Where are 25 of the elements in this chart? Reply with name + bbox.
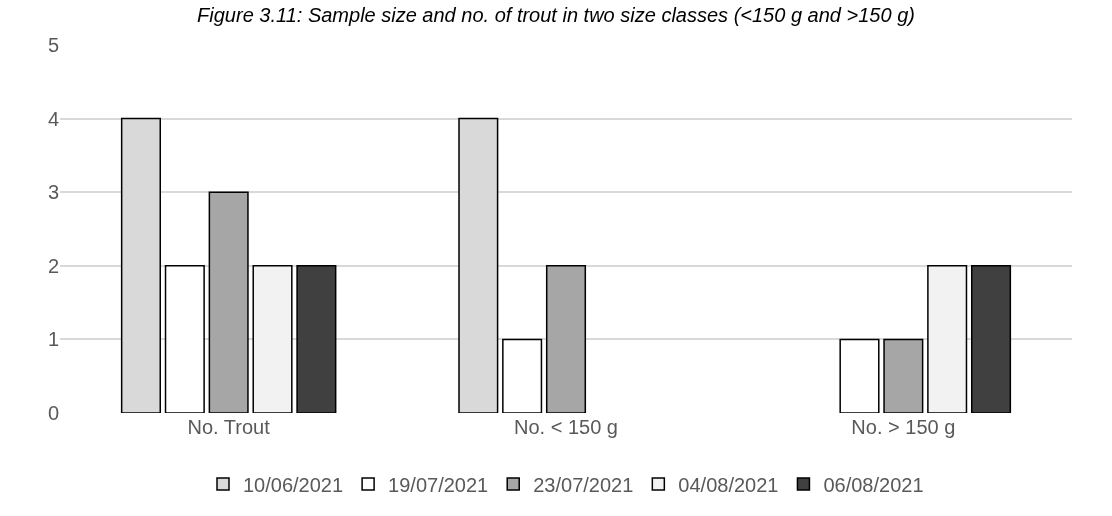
legend-label: 10/06/2021 — [243, 473, 344, 496]
bar — [545, 265, 587, 413]
y-tick-label: 5 — [47, 34, 59, 56]
y-tick-label: 3 — [47, 181, 59, 204]
legend-label: 23/07/2021 — [533, 473, 634, 496]
bar — [296, 265, 337, 413]
bar — [164, 265, 205, 413]
bar — [502, 338, 543, 413]
bar — [883, 338, 924, 413]
bar — [970, 265, 1012, 413]
bar — [208, 191, 249, 413]
x-tick-label: No. > 150 g — [851, 416, 956, 438]
y-tick-label: 1 — [47, 328, 59, 351]
y-tick-label: 4 — [47, 107, 59, 130]
y-tick-label: 0 — [47, 402, 59, 424]
y-tick-label: 2 — [47, 254, 59, 277]
bar — [252, 265, 293, 413]
legend-label: 19/07/2021 — [388, 473, 489, 496]
x-tick-label: No. Trout — [187, 416, 271, 438]
bar — [927, 265, 968, 413]
legend-label: 04/08/2021 — [678, 473, 779, 496]
x-tick-label: No. < 150 g — [514, 416, 618, 438]
bar — [839, 338, 880, 413]
chart-title: Figure 3.11: Sample size and no. of trout in two size classes (<150 g and >150 g) — [197, 3, 915, 26]
legend-label: 06/08/2021 — [823, 473, 924, 496]
